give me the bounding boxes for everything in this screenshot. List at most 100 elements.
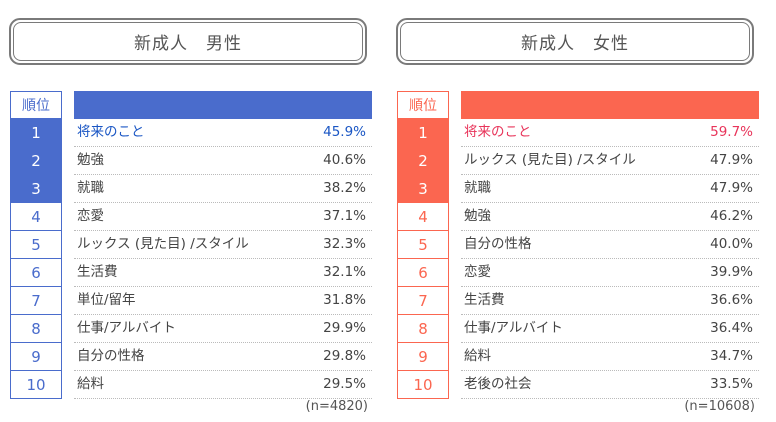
female-rank-row: 8 仕事/アルバイト 36.4% [397,315,759,343]
female-sample-size: (n=10608) [684,399,755,414]
female-row-divider [461,398,759,399]
male-rank-number: 6 [10,259,62,287]
male-rank-number: 3 [10,175,62,203]
female-rank-item: 生活費 [464,292,505,308]
female-rank-item: ルックス (見た目) /スタイル [464,152,636,168]
male-rank-percentage: 38.2% [323,180,366,196]
male-title: 新成人 男性 [134,34,242,54]
male-rank-percentage: 31.8% [323,292,366,308]
male-rank-number: 8 [10,315,62,343]
female-rank-item: 勉強 [464,208,491,224]
female-rank-row: 6 恋愛 39.9% [397,259,759,287]
female-row-divider [461,314,759,315]
female-row-divider [461,258,759,259]
male-row-divider [74,342,372,343]
female-rank-number: 8 [397,315,449,343]
male-rank-header: 順位 [10,91,62,119]
male-sample-size: (n=4820) [305,399,368,414]
female-rank-item: 給料 [464,348,491,364]
female-rank-row: 10 老後の社会 33.5% [397,371,759,399]
male-rank-percentage: 37.1% [323,208,366,224]
female-title: 新成人 女性 [521,34,629,54]
female-rank-percentage: 33.5% [710,376,753,392]
female-rank-number: 4 [397,203,449,231]
male-rank-percentage: 29.5% [323,376,366,392]
female-row-divider [461,174,759,175]
male-rank-number: 5 [10,231,62,259]
male-rank-item: 恋愛 [77,208,104,224]
male-row-divider [74,398,372,399]
male-rank-percentage: 40.6% [323,152,366,168]
male-rank-row: 7 単位/留年 31.8% [10,287,372,315]
male-row-divider [74,230,372,231]
female-rank-percentage: 47.9% [710,180,753,196]
female-rank-item: 老後の社会 [464,376,532,392]
female-row-divider [461,202,759,203]
female-rank-percentage: 40.0% [710,236,753,252]
male-rank-item: 将来のこと [77,124,145,140]
male-rank-item: 勉強 [77,152,104,168]
female-rank-item: 就職 [464,180,491,196]
male-row-divider [74,146,372,147]
male-rank-row: 1 将来のこと 45.9% [10,119,372,147]
female-header-bar [461,91,759,119]
female-rank-number: 3 [397,175,449,203]
male-rank-item: ルックス (見た目) /スタイル [77,236,249,252]
male-rank-row: 10 給料 29.5% [10,371,372,399]
male-rank-number: 9 [10,343,62,371]
female-rank-row: 2 ルックス (見た目) /スタイル 47.9% [397,147,759,175]
female-rank-row: 9 給料 34.7% [397,343,759,371]
female-title-box: 新成人 女性 [396,18,754,65]
male-row-divider [74,314,372,315]
male-title-box: 新成人 男性 [9,18,367,65]
female-rank-row: 1 将来のこと 59.7% [397,119,759,147]
female-rank-item: 自分の性格 [464,236,532,252]
male-rank-percentage: 29.8% [323,348,366,364]
male-rank-item: 自分の性格 [77,348,145,364]
male-row-divider [74,286,372,287]
female-rank-percentage: 46.2% [710,208,753,224]
female-rank-number: 5 [397,231,449,259]
male-rank-percentage: 32.3% [323,236,366,252]
female-rank-percentage: 34.7% [710,348,753,364]
male-rank-item: 仕事/アルバイト [77,320,176,336]
female-rank-row: 3 就職 47.9% [397,175,759,203]
female-row-divider [461,370,759,371]
female-rank-percentage: 47.9% [710,152,753,168]
male-rank-percentage: 45.9% [323,124,366,140]
male-rank-row: 4 恋愛 37.1% [10,203,372,231]
male-rank-item: 就職 [77,180,104,196]
female-rank-number: 9 [397,343,449,371]
male-rank-item: 生活費 [77,264,118,280]
male-rank-row: 8 仕事/アルバイト 29.9% [10,315,372,343]
female-panel: 新成人 女性 順位 1 将来のこと 59.7% 2 ルックス (見た目) /スタイル 47… [393,0,761,422]
male-panel: 新成人 男性 順位 1 将来のこと 45.9% 2 勉強 40.6% 3 就職 38.2% 4 恋愛… [6,0,374,422]
female-rank-row: 4 勉強 46.2% [397,203,759,231]
male-rank-row: 6 生活費 32.1% [10,259,372,287]
male-rank-percentage: 32.1% [323,264,366,280]
female-rank-number: 2 [397,147,449,175]
female-rank-item: 恋愛 [464,264,491,280]
female-rank-row: 5 自分の性格 40.0% [397,231,759,259]
male-rank-row: 3 就職 38.2% [10,175,372,203]
female-rank-percentage: 36.4% [710,320,753,336]
female-rank-item: 将来のこと [464,124,532,140]
male-rank-number: 1 [10,119,62,147]
male-rank-number: 10 [10,371,62,399]
male-rank-number: 2 [10,147,62,175]
female-row-divider [461,342,759,343]
female-row-divider [461,146,759,147]
female-row-divider [461,230,759,231]
female-rank-header: 順位 [397,91,449,119]
male-rank-item: 単位/留年 [77,292,136,308]
male-row-divider [74,202,372,203]
female-rank-number: 6 [397,259,449,287]
female-rank-number: 7 [397,287,449,315]
female-rank-item: 仕事/アルバイト [464,320,563,336]
female-row-divider [461,286,759,287]
male-row-divider [74,370,372,371]
male-row-divider [74,174,372,175]
female-rank-number: 1 [397,119,449,147]
male-rank-row: 9 自分の性格 29.8% [10,343,372,371]
female-rank-row: 7 生活費 36.6% [397,287,759,315]
